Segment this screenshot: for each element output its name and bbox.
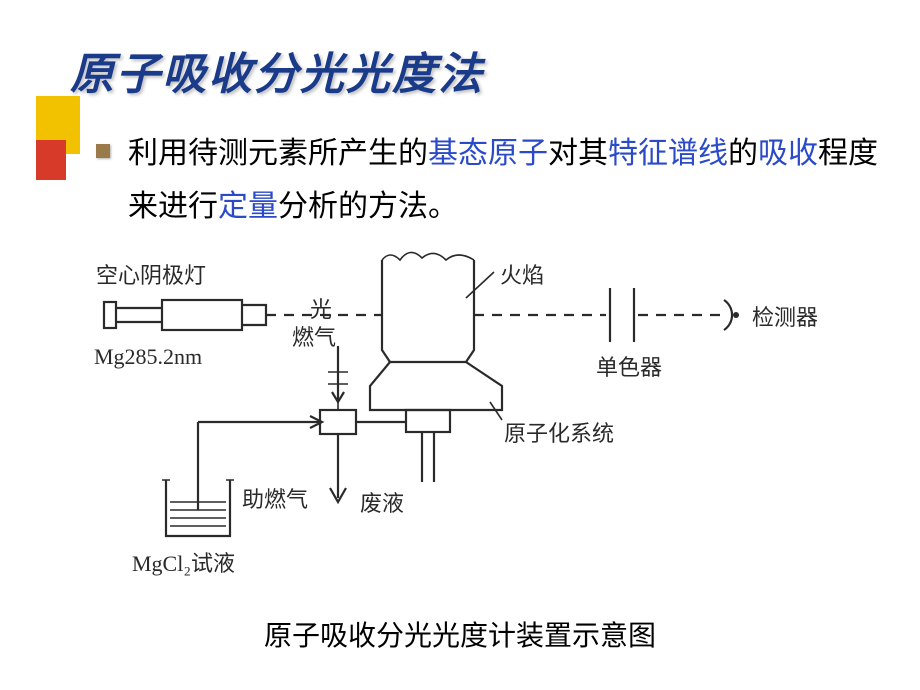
body-text-span: 对其 [548, 137, 608, 170]
label-flame: 火焰 [500, 258, 544, 290]
body-text-span: 特征谱线 [608, 137, 728, 170]
slide-title: 原子吸收分光光度法 [70, 38, 484, 102]
body-text-span: 定量 [218, 190, 278, 223]
label-mono: 单色器 [596, 350, 662, 382]
decor-block [36, 96, 80, 140]
fuel-gas-arrow-icon [328, 346, 348, 402]
label-detector: 检测器 [752, 300, 818, 332]
body-text-span: 基态原子 [428, 137, 548, 170]
label-lamp: 空心阴极灯 [96, 258, 206, 290]
diagram-svg [70, 250, 850, 590]
waste-arrow-icon [330, 434, 346, 502]
diagram-caption: 原子吸收分光光度计装置示意图 [0, 614, 920, 654]
hollow-cathode-lamp-icon [104, 300, 266, 330]
decor-block [66, 140, 80, 154]
label-sample: MgCl₂试液 [132, 546, 235, 578]
body-paragraph: 利用待测元素所产生的基态原子对其特征谱线的吸收程度来进行定量分析的方法。 [128, 128, 888, 233]
monochromator-icon [610, 288, 634, 342]
flame-pointer [466, 272, 494, 298]
label-mg_line: Mg285.2nm [94, 344, 202, 370]
label-waste: 废液 [360, 486, 404, 518]
label-fuel: 燃气 [292, 320, 336, 352]
diagram-container: 空心阴极灯Mg285.2nm光燃气助燃气废液MgCl₂试液火焰原子化系统单色器检… [70, 250, 850, 590]
body-text-span: 的 [728, 137, 758, 170]
decor-block [36, 140, 66, 180]
body-text-span: 吸收 [758, 137, 818, 170]
body-text-span: 分析的方法。 [278, 190, 458, 223]
flame-burner-icon [370, 252, 502, 482]
label-oxidant: 助燃气 [242, 482, 308, 514]
label-atomizer: 原子化系统 [504, 416, 614, 448]
detector-icon [724, 300, 739, 330]
bullet-icon [96, 144, 110, 158]
body-text-span: 利用待测元素所产生的 [128, 137, 428, 170]
